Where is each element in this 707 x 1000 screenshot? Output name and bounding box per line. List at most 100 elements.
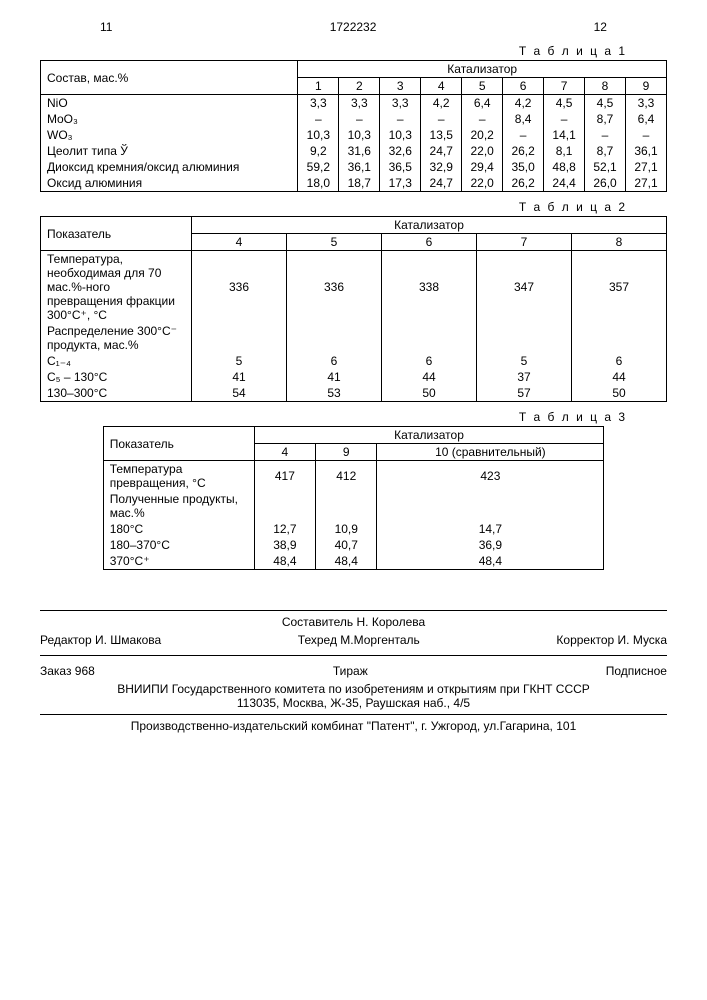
row-label: Распределение 300°C⁻ продукта, мас.% <box>41 323 192 353</box>
row-label: Полученные продукты, мас.% <box>103 491 254 521</box>
cell: 48,4 <box>254 553 315 570</box>
t1-head-left: Состав, мас.% <box>41 61 298 95</box>
cell: 6,4 <box>462 95 503 112</box>
cell: 14,7 <box>377 521 604 537</box>
cell: 53 <box>287 385 382 402</box>
cell: 3,3 <box>339 95 380 112</box>
composer: Составитель Н. Королева <box>40 615 667 629</box>
row-label: 370°C⁺ <box>103 553 254 570</box>
col-header: 6 <box>503 78 544 95</box>
cell: 22,0 <box>462 175 503 192</box>
row-label: MoO₃ <box>41 111 298 127</box>
cell: 6 <box>287 353 382 369</box>
cell: 357 <box>572 251 667 324</box>
cell: – <box>544 111 585 127</box>
cell: – <box>626 127 667 143</box>
row-label: C₁₋₄ <box>41 353 192 369</box>
col-header: 9 <box>626 78 667 95</box>
col-header: 6 <box>382 234 477 251</box>
cell: 27,1 <box>626 175 667 192</box>
order: Заказ 968 <box>40 664 95 678</box>
cell: 8,4 <box>503 111 544 127</box>
cell: 10,3 <box>339 127 380 143</box>
row-label: 180°C <box>103 521 254 537</box>
podpis: Подписное <box>606 664 667 678</box>
cell: 29,4 <box>462 159 503 175</box>
cell: 8,7 <box>585 111 626 127</box>
cell: 44 <box>382 369 477 385</box>
cell: 41 <box>192 369 287 385</box>
cell <box>316 491 377 521</box>
cell: 37 <box>477 369 572 385</box>
cell: 24,7 <box>421 143 462 159</box>
cell: 22,0 <box>462 143 503 159</box>
footer: Составитель Н. Королева Редактор И. Шмак… <box>40 610 667 733</box>
cell: 10,3 <box>298 127 339 143</box>
cell: 412 <box>316 461 377 492</box>
col-header: 2 <box>339 78 380 95</box>
cell: 9,2 <box>298 143 339 159</box>
cell: 10,9 <box>316 521 377 537</box>
cell: 20,2 <box>462 127 503 143</box>
col-header: 7 <box>544 78 585 95</box>
cell: 14,1 <box>544 127 585 143</box>
cell <box>287 323 382 353</box>
cell: – <box>462 111 503 127</box>
table3: Показатель Катализатор 4910 (сравнительн… <box>103 426 605 570</box>
cell: 336 <box>287 251 382 324</box>
cell: 6,4 <box>626 111 667 127</box>
cell: 41 <box>287 369 382 385</box>
cell: – <box>421 111 462 127</box>
cell: 3,3 <box>626 95 667 112</box>
cell: 50 <box>382 385 477 402</box>
cell <box>254 491 315 521</box>
cell: 423 <box>377 461 604 492</box>
table2-label: Т а б л и ц а 2 <box>40 200 667 214</box>
corrector: Корректор И. Муска <box>556 633 667 647</box>
cell: 57 <box>477 385 572 402</box>
cell: 32,6 <box>380 143 421 159</box>
cell: 38,9 <box>254 537 315 553</box>
tech: Техред М.Моргенталь <box>298 633 420 647</box>
col-header: 4 <box>421 78 462 95</box>
cell: 6 <box>382 353 477 369</box>
col-header: 8 <box>572 234 667 251</box>
cell: – <box>298 111 339 127</box>
cell: 338 <box>382 251 477 324</box>
cell: – <box>380 111 421 127</box>
cell <box>572 323 667 353</box>
cell <box>382 323 477 353</box>
cell: 13,5 <box>421 127 462 143</box>
cell: 24,4 <box>544 175 585 192</box>
cell: – <box>585 127 626 143</box>
cell: 5 <box>192 353 287 369</box>
t1-head-group: Катализатор <box>298 61 667 78</box>
col-header: 7 <box>477 234 572 251</box>
row-label: 180–370°C <box>103 537 254 553</box>
org3: Производственно-издательский комбинат "П… <box>40 719 667 733</box>
cell: 4,2 <box>503 95 544 112</box>
table1: Состав, мас.% Катализатор 123456789 NiO3… <box>40 60 667 192</box>
col-header: 1 <box>298 78 339 95</box>
col-header: 8 <box>585 78 626 95</box>
cell: 32,9 <box>421 159 462 175</box>
editor: Редактор И. Шмакова <box>40 633 161 647</box>
cell: 417 <box>254 461 315 492</box>
row-label: NiO <box>41 95 298 112</box>
patent-number: 1722232 <box>330 20 377 34</box>
table3-label: Т а б л и ц а 3 <box>40 410 667 424</box>
col-header: 4 <box>254 444 315 461</box>
cell: 31,6 <box>339 143 380 159</box>
t3-head-group: Катализатор <box>254 427 604 444</box>
t3-head-left: Показатель <box>103 427 254 461</box>
row-label: Оксид алюминия <box>41 175 298 192</box>
col-header: 3 <box>380 78 421 95</box>
cell: 8,1 <box>544 143 585 159</box>
row-label: Температура, необходимая для 70 мас.%-но… <box>41 251 192 324</box>
cell: 6 <box>572 353 667 369</box>
col-header: 9 <box>316 444 377 461</box>
cell: 3,3 <box>298 95 339 112</box>
row-label: WO₃ <box>41 127 298 143</box>
table1-label: Т а б л и ц а 1 <box>40 44 667 58</box>
cell: 4,5 <box>585 95 626 112</box>
